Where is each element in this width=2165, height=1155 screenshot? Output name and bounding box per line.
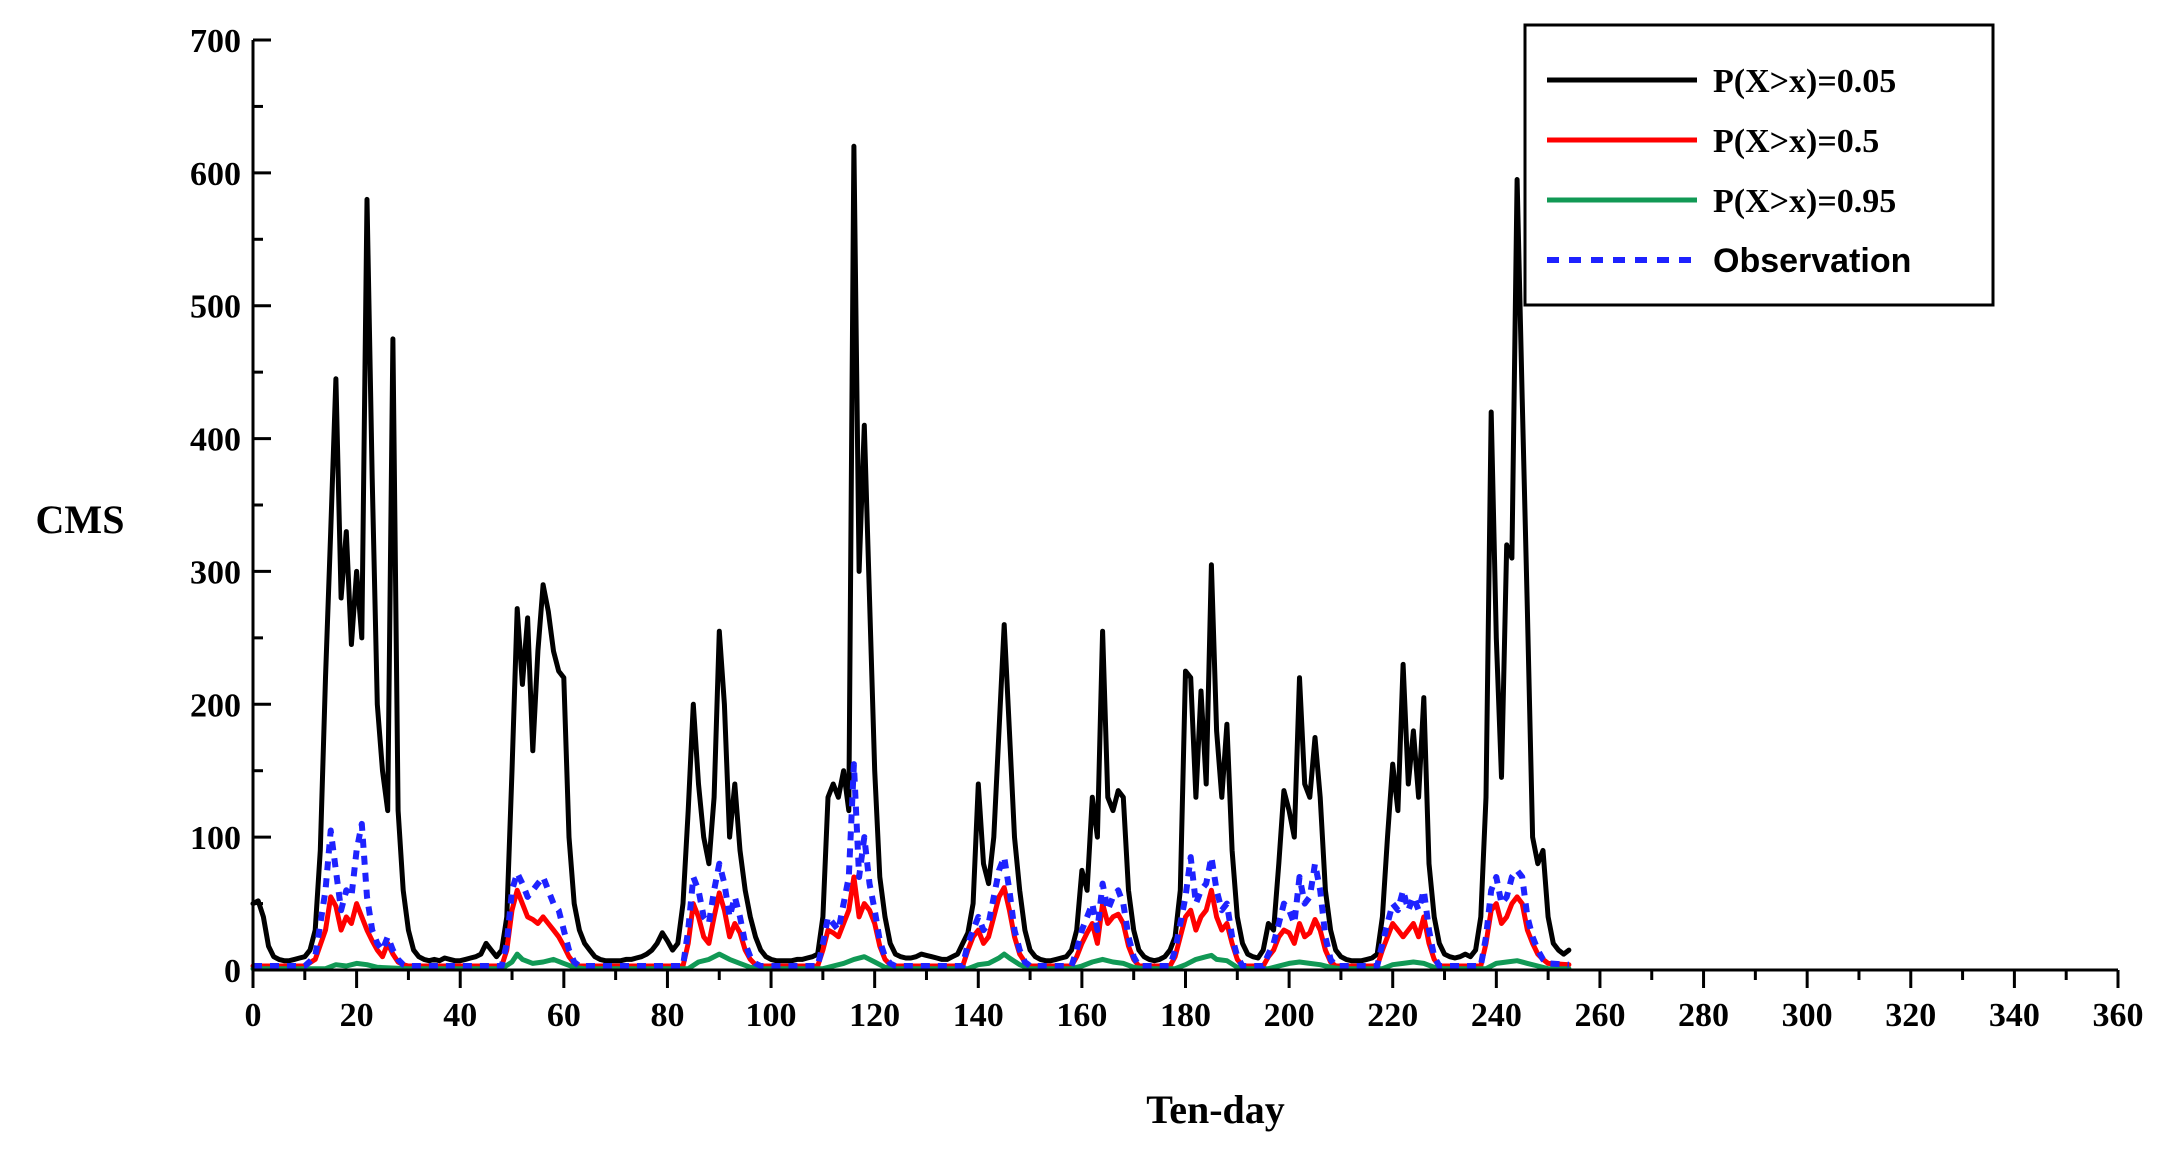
legend-label-2: P(X>x)=0.5 bbox=[1713, 123, 1879, 160]
y-tick-label: 700 bbox=[190, 23, 241, 60]
x-tick-label: 0 bbox=[245, 997, 262, 1034]
plot-lines bbox=[250, 143, 1572, 972]
x-tick-label: 340 bbox=[1989, 997, 2040, 1034]
legend-items: P(X>x)=0.05 P(X>x)=0.5 P(X>x)=0.95 Observat… bbox=[1547, 63, 1911, 280]
y-tick-label: 500 bbox=[190, 289, 241, 326]
x-tick-label: 80 bbox=[650, 997, 684, 1034]
y-tick-label: 0 bbox=[224, 953, 241, 990]
x-tick-label: 20 bbox=[340, 997, 374, 1034]
x-tick-label: 260 bbox=[1574, 997, 1625, 1034]
y-tick-label: 200 bbox=[190, 687, 241, 724]
series-line-4 bbox=[253, 761, 1570, 969]
y-tick-label: 300 bbox=[190, 554, 241, 591]
x-tick-label: 180 bbox=[1160, 997, 1211, 1034]
legend-label-1: P(X>x)=0.05 bbox=[1713, 63, 1896, 100]
x-tick-label: 140 bbox=[953, 997, 1004, 1034]
x-axis-ticks: 0 20 40 60 80 100 120 140 160 180 200 220 240 260 280 3… bbox=[245, 970, 2144, 1034]
legend-label-3: P(X>x)=0.95 bbox=[1713, 183, 1896, 220]
series-line-2 bbox=[250, 874, 1572, 969]
y-axis-ticks: 0 100 200 300 400 500 600 700 bbox=[190, 23, 271, 990]
x-tick-label: 300 bbox=[1782, 997, 1833, 1034]
x-tick-label: 160 bbox=[1056, 997, 1107, 1034]
series-line-1 bbox=[250, 143, 1572, 964]
y-axis-title: CMS bbox=[36, 497, 125, 542]
x-tick-label: 60 bbox=[547, 997, 581, 1034]
y-tick-label: 600 bbox=[190, 156, 241, 193]
x-tick-label: 40 bbox=[443, 997, 477, 1034]
x-tick-label: 120 bbox=[849, 997, 900, 1034]
x-tick-label: 360 bbox=[2093, 997, 2144, 1034]
x-tick-label: 100 bbox=[746, 997, 797, 1034]
legend-label-4: Observation bbox=[1713, 242, 1911, 280]
legend: P(X>x)=0.05 P(X>x)=0.5 P(X>x)=0.95 Observat… bbox=[1523, 23, 1995, 307]
x-axis-title: Ten-day bbox=[1146, 1087, 1285, 1132]
x-tick-label: 240 bbox=[1471, 997, 1522, 1034]
x-tick-label: 220 bbox=[1367, 997, 1418, 1034]
series-line-3 bbox=[250, 951, 1572, 972]
y-tick-label: 100 bbox=[190, 820, 241, 857]
y-tick-label: 400 bbox=[190, 422, 241, 459]
x-tick-label: 280 bbox=[1678, 997, 1729, 1034]
x-tick-label: 200 bbox=[1264, 997, 1315, 1034]
x-tick-label: 320 bbox=[1885, 997, 1936, 1034]
